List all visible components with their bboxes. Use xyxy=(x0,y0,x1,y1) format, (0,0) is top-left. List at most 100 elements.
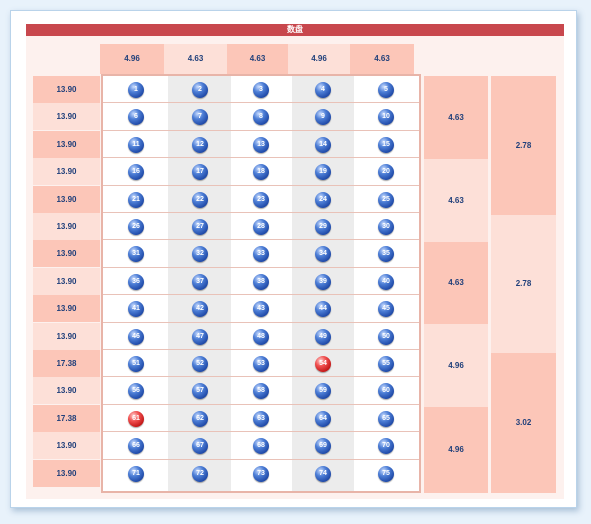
row-label-7: 13.90 xyxy=(33,240,100,268)
number-ball-74[interactable]: 74 xyxy=(315,465,331,482)
number-ball-42[interactable]: 42 xyxy=(192,301,208,318)
number-ball-5[interactable]: 5 xyxy=(378,82,394,98)
number-ball-1[interactable]: 1 xyxy=(128,82,144,98)
number-ball-29[interactable]: 29 xyxy=(315,219,331,235)
number-ball-25[interactable]: 25 xyxy=(378,191,394,208)
row-divider xyxy=(103,431,419,433)
number-ball-19[interactable]: 19 xyxy=(315,164,331,181)
number-ball-2[interactable]: 2 xyxy=(192,82,208,98)
number-ball-40[interactable]: 40 xyxy=(378,273,394,290)
number-ball-46[interactable]: 46 xyxy=(128,328,144,345)
number-ball-48[interactable]: 48 xyxy=(253,328,269,345)
number-ball-66[interactable]: 66 xyxy=(128,438,144,455)
row-divider xyxy=(103,376,419,378)
board-title: 数盘 xyxy=(26,24,564,36)
row-divider xyxy=(103,129,419,131)
row-divider xyxy=(103,294,419,296)
number-ball-22[interactable]: 22 xyxy=(192,191,208,208)
number-ball-55[interactable]: 55 xyxy=(378,356,394,372)
number-ball-35[interactable]: 35 xyxy=(378,246,394,263)
number-ball-73[interactable]: 73 xyxy=(253,465,269,482)
number-ball-63[interactable]: 63 xyxy=(253,410,269,427)
row-label-2: 13.90 xyxy=(33,103,100,131)
number-ball-9[interactable]: 9 xyxy=(315,109,331,126)
number-ball-28[interactable]: 28 xyxy=(253,219,269,235)
number-ball-20[interactable]: 20 xyxy=(378,164,394,181)
number-ball-18[interactable]: 18 xyxy=(253,164,269,181)
number-grid: 1 2 3 4 5 6 7 8 9 10 11 12 13 14 15 16 17 18 19 20 21 22 23 24 2… xyxy=(101,74,421,493)
number-ball-57[interactable]: 57 xyxy=(192,383,208,400)
number-ball-24[interactable]: 24 xyxy=(315,191,331,208)
number-ball-67[interactable]: 67 xyxy=(192,438,208,455)
number-ball-8[interactable]: 8 xyxy=(253,109,269,126)
number-ball-4[interactable]: 4 xyxy=(315,82,331,98)
number-ball-10[interactable]: 10 xyxy=(378,109,394,126)
row-divider xyxy=(103,239,419,241)
number-ball-64[interactable]: 64 xyxy=(315,410,331,427)
row-divider xyxy=(103,349,419,350)
row-divider xyxy=(103,212,419,213)
number-ball-36[interactable]: 36 xyxy=(128,273,144,290)
group3-cell-4: 4.96 xyxy=(424,324,488,407)
column-header-4: 4.96 xyxy=(288,44,350,74)
group3-cell-2: 4.63 xyxy=(424,159,488,242)
number-ball-16[interactable]: 16 xyxy=(128,164,144,181)
number-ball-54[interactable]: 54 xyxy=(315,356,331,372)
group5-cell-2: 2.78 xyxy=(491,215,556,353)
row-label-12: 13.90 xyxy=(33,377,100,405)
group3-cell-3: 4.63 xyxy=(424,242,488,324)
number-ball-75[interactable]: 75 xyxy=(378,465,394,482)
number-ball-21[interactable]: 21 xyxy=(128,191,144,208)
row-label-5: 13.90 xyxy=(33,185,100,213)
number-ball-61[interactable]: 61 xyxy=(128,410,144,427)
number-ball-14[interactable]: 14 xyxy=(315,136,331,153)
number-ball-38[interactable]: 38 xyxy=(253,273,269,290)
number-ball-17[interactable]: 17 xyxy=(192,164,208,181)
column-header-3: 4.63 xyxy=(227,44,288,74)
number-ball-60[interactable]: 60 xyxy=(378,383,394,400)
number-ball-47[interactable]: 47 xyxy=(192,328,208,345)
number-ball-27[interactable]: 27 xyxy=(192,219,208,235)
number-ball-53[interactable]: 53 xyxy=(253,356,269,372)
number-ball-52[interactable]: 52 xyxy=(192,356,208,372)
number-ball-26[interactable]: 26 xyxy=(128,219,144,235)
number-ball-39[interactable]: 39 xyxy=(315,273,331,290)
number-ball-32[interactable]: 32 xyxy=(192,246,208,263)
row-divider xyxy=(103,184,419,186)
number-ball-30[interactable]: 30 xyxy=(378,219,394,235)
number-ball-45[interactable]: 45 xyxy=(378,301,394,318)
row-label-10: 13.90 xyxy=(33,322,100,350)
number-ball-31[interactable]: 31 xyxy=(128,246,144,263)
number-ball-49[interactable]: 49 xyxy=(315,328,331,345)
number-ball-6[interactable]: 6 xyxy=(128,109,144,126)
number-ball-23[interactable]: 23 xyxy=(253,191,269,208)
number-ball-70[interactable]: 70 xyxy=(378,438,394,455)
number-ball-41[interactable]: 41 xyxy=(128,301,144,318)
number-ball-13[interactable]: 13 xyxy=(253,136,269,153)
number-ball-50[interactable]: 50 xyxy=(378,328,394,345)
group3-cell-1: 4.63 xyxy=(424,76,488,159)
number-ball-44[interactable]: 44 xyxy=(315,301,331,318)
number-ball-62[interactable]: 62 xyxy=(192,410,208,427)
row-label-8: 13.90 xyxy=(33,267,100,295)
number-ball-56[interactable]: 56 xyxy=(128,383,144,400)
number-ball-59[interactable]: 59 xyxy=(315,383,331,400)
number-ball-43[interactable]: 43 xyxy=(253,301,269,318)
number-ball-68[interactable]: 68 xyxy=(253,438,269,455)
number-ball-71[interactable]: 71 xyxy=(128,465,144,482)
number-ball-65[interactable]: 65 xyxy=(378,410,394,427)
number-ball-69[interactable]: 69 xyxy=(315,438,331,455)
number-ball-58[interactable]: 58 xyxy=(253,383,269,400)
number-ball-7[interactable]: 7 xyxy=(192,109,208,126)
number-ball-12[interactable]: 12 xyxy=(192,136,208,153)
number-ball-34[interactable]: 34 xyxy=(315,246,331,263)
number-ball-37[interactable]: 37 xyxy=(192,273,208,290)
number-ball-3[interactable]: 3 xyxy=(253,82,269,98)
number-ball-11[interactable]: 11 xyxy=(128,136,144,153)
row-divider xyxy=(103,102,419,104)
row-label-11: 17.38 xyxy=(33,350,100,377)
number-ball-51[interactable]: 51 xyxy=(128,356,144,372)
number-ball-33[interactable]: 33 xyxy=(253,246,269,263)
number-ball-15[interactable]: 15 xyxy=(378,136,394,153)
number-ball-72[interactable]: 72 xyxy=(192,465,208,482)
